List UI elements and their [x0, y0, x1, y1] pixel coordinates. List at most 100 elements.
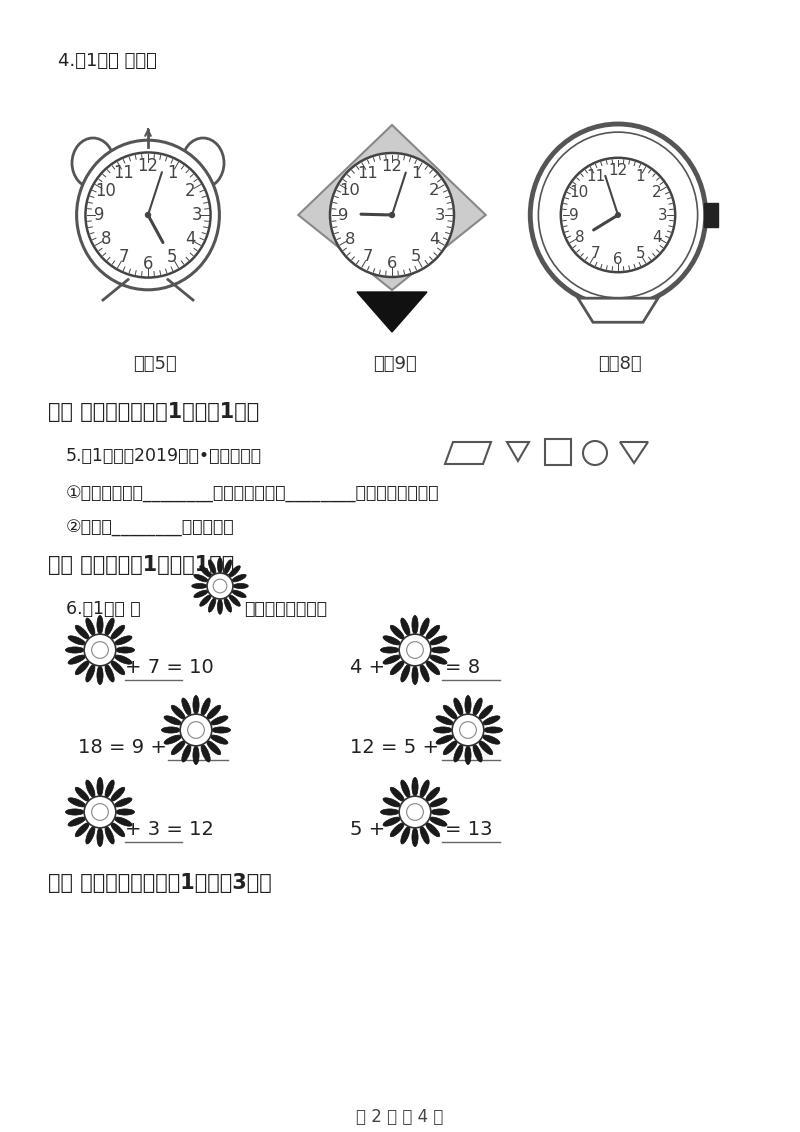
Text: 3: 3 [435, 207, 446, 223]
Ellipse shape [473, 745, 482, 762]
Text: 5.（1分）（2019一下•微山期中）: 5.（1分）（2019一下•微山期中） [66, 447, 262, 465]
Text: 4 +: 4 + [350, 658, 385, 677]
Ellipse shape [208, 598, 216, 612]
Ellipse shape [68, 798, 86, 807]
Circle shape [399, 796, 431, 827]
Ellipse shape [164, 735, 182, 744]
Ellipse shape [86, 664, 95, 681]
Text: 1: 1 [167, 164, 178, 182]
Text: 七、 看图列算式。（兲1题；兲3分）: 七、 看图列算式。（兲1题；兲3分） [48, 873, 272, 893]
Text: 5 +: 5 + [350, 820, 386, 839]
Ellipse shape [105, 664, 114, 681]
Ellipse shape [473, 698, 482, 715]
Text: + 3 = 12: + 3 = 12 [125, 820, 214, 839]
Ellipse shape [68, 817, 86, 826]
Ellipse shape [182, 745, 191, 762]
Ellipse shape [224, 598, 232, 612]
Ellipse shape [479, 740, 493, 755]
Text: 五、 看图填空。（兲1题；兲1分）: 五、 看图填空。（兲1题；兲1分） [48, 402, 259, 422]
Ellipse shape [164, 715, 182, 724]
Ellipse shape [390, 823, 404, 837]
Ellipse shape [426, 625, 440, 640]
Ellipse shape [390, 625, 404, 640]
Ellipse shape [105, 780, 114, 797]
Text: 9: 9 [338, 207, 349, 223]
Ellipse shape [97, 666, 103, 685]
Ellipse shape [454, 745, 463, 762]
Ellipse shape [116, 809, 134, 815]
Ellipse shape [201, 698, 210, 715]
Text: 3: 3 [658, 207, 667, 223]
Ellipse shape [200, 566, 211, 577]
Ellipse shape [111, 661, 125, 675]
Ellipse shape [426, 787, 440, 801]
Ellipse shape [401, 780, 410, 797]
Ellipse shape [114, 655, 132, 664]
Ellipse shape [68, 636, 86, 645]
Text: = 8: = 8 [445, 658, 480, 677]
Ellipse shape [383, 798, 401, 807]
Ellipse shape [193, 695, 199, 714]
Ellipse shape [68, 655, 86, 664]
Ellipse shape [116, 646, 134, 653]
Ellipse shape [105, 618, 114, 635]
Text: 刚过9时: 刚过9时 [373, 355, 417, 374]
Ellipse shape [420, 826, 430, 844]
Text: 6.（1分） 在: 6.（1分） 在 [66, 600, 141, 618]
Ellipse shape [430, 798, 447, 807]
Ellipse shape [75, 661, 89, 675]
Circle shape [84, 634, 116, 666]
Ellipse shape [171, 740, 185, 755]
Ellipse shape [401, 826, 410, 844]
Ellipse shape [171, 705, 185, 719]
Text: 7: 7 [362, 249, 373, 265]
Polygon shape [298, 125, 486, 290]
Ellipse shape [465, 695, 471, 714]
Text: = 13: = 13 [445, 820, 493, 839]
Text: + 7 = 10: + 7 = 10 [125, 658, 214, 677]
Circle shape [452, 714, 484, 746]
Text: 12: 12 [608, 163, 628, 178]
Ellipse shape [218, 599, 222, 615]
Ellipse shape [75, 787, 89, 801]
Ellipse shape [66, 646, 84, 653]
Ellipse shape [390, 661, 404, 675]
Ellipse shape [193, 746, 199, 764]
Bar [704, 203, 718, 228]
Ellipse shape [194, 574, 208, 582]
Text: 4.（1分） 连一连: 4.（1分） 连一连 [58, 52, 157, 70]
Text: 6: 6 [387, 256, 397, 271]
Ellipse shape [420, 664, 430, 681]
Ellipse shape [436, 715, 454, 724]
Ellipse shape [434, 727, 452, 734]
Ellipse shape [401, 618, 410, 635]
Circle shape [390, 213, 394, 217]
Text: 5: 5 [411, 249, 422, 265]
Ellipse shape [431, 809, 450, 815]
Ellipse shape [201, 745, 210, 762]
Ellipse shape [430, 817, 447, 826]
Text: 刚过5时: 刚过5时 [133, 355, 177, 374]
Ellipse shape [210, 715, 228, 724]
Ellipse shape [207, 705, 221, 719]
Ellipse shape [232, 590, 246, 598]
Ellipse shape [482, 735, 500, 744]
Ellipse shape [229, 566, 240, 577]
Ellipse shape [233, 583, 248, 589]
Circle shape [180, 714, 212, 746]
Ellipse shape [530, 125, 706, 306]
Text: 11: 11 [114, 164, 134, 182]
Polygon shape [578, 298, 658, 323]
Ellipse shape [390, 787, 404, 801]
Ellipse shape [538, 132, 698, 298]
Ellipse shape [426, 661, 440, 675]
Ellipse shape [454, 698, 463, 715]
Circle shape [146, 213, 150, 217]
Ellipse shape [114, 636, 132, 645]
Ellipse shape [383, 636, 401, 645]
Circle shape [330, 153, 454, 277]
Ellipse shape [381, 646, 399, 653]
Circle shape [207, 573, 233, 599]
Ellipse shape [479, 705, 493, 719]
Text: 4: 4 [429, 232, 439, 247]
